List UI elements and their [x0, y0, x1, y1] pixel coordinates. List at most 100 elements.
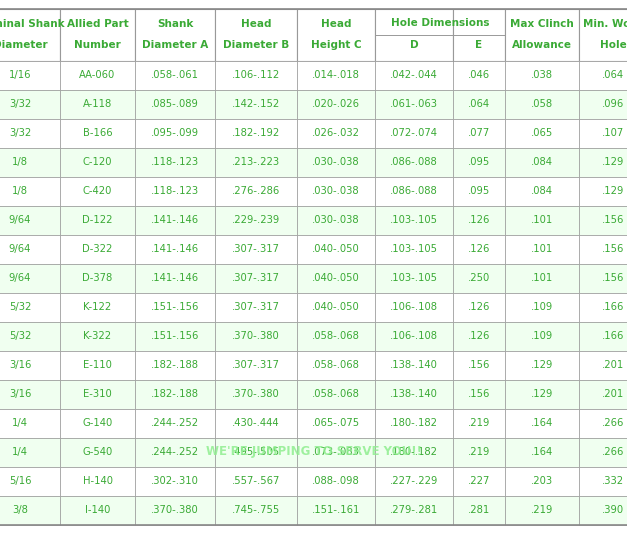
- Text: .065: .065: [531, 128, 553, 138]
- Text: WE'RE JUMPING TO SERVE YOU!!: WE'RE JUMPING TO SERVE YOU!!: [206, 446, 421, 458]
- Bar: [453, 206, 505, 235]
- Text: .142-.152: .142-.152: [232, 99, 280, 109]
- Text: .219: .219: [468, 447, 490, 457]
- Text: .106-.108: .106-.108: [390, 331, 438, 341]
- Text: .227-.229: .227-.229: [390, 476, 438, 486]
- Text: .166: .166: [602, 331, 624, 341]
- Text: .065-.075: .065-.075: [312, 418, 360, 428]
- Bar: [60, 321, 135, 351]
- Text: .072-.074: .072-.074: [390, 128, 438, 138]
- Text: E-310: E-310: [83, 389, 112, 399]
- Text: .307-.317: .307-.317: [232, 302, 280, 312]
- Text: .106-.108: .106-.108: [390, 302, 438, 312]
- Bar: [579, 61, 627, 90]
- Text: H-140: H-140: [83, 476, 112, 486]
- Text: .182-.188: .182-.188: [151, 389, 199, 399]
- Bar: [0, 235, 60, 263]
- Bar: [505, 263, 579, 293]
- Text: .106-.112: .106-.112: [232, 70, 280, 80]
- Text: .203: .203: [531, 476, 553, 486]
- Text: .276-.286: .276-.286: [232, 186, 280, 196]
- Bar: [375, 148, 453, 176]
- Bar: [375, 235, 453, 263]
- Text: .084: .084: [531, 186, 553, 196]
- Text: Hole Dimensions: Hole Dimensions: [391, 18, 489, 28]
- Bar: [453, 321, 505, 351]
- Bar: [0, 148, 60, 176]
- Text: Allowance: Allowance: [512, 40, 572, 50]
- Bar: [60, 293, 135, 321]
- Bar: [215, 408, 297, 438]
- Bar: [135, 235, 215, 263]
- Bar: [215, 438, 297, 466]
- Bar: [0, 438, 60, 466]
- Bar: [375, 176, 453, 206]
- Text: .095: .095: [468, 186, 490, 196]
- Bar: [579, 118, 627, 148]
- Bar: [505, 148, 579, 176]
- Text: Max Clinch: Max Clinch: [510, 19, 574, 29]
- Text: .156: .156: [602, 244, 624, 254]
- Text: .126: .126: [468, 302, 490, 312]
- Text: .103-.105: .103-.105: [390, 215, 438, 225]
- Bar: [297, 235, 375, 263]
- Bar: [60, 148, 135, 176]
- Bar: [60, 118, 135, 148]
- Bar: [215, 9, 297, 61]
- Bar: [135, 321, 215, 351]
- Bar: [135, 408, 215, 438]
- Bar: [60, 263, 135, 293]
- Text: E-110: E-110: [83, 360, 112, 370]
- Text: .096: .096: [602, 99, 624, 109]
- Text: .281: .281: [468, 505, 490, 515]
- Bar: [135, 61, 215, 90]
- Bar: [579, 176, 627, 206]
- Bar: [60, 496, 135, 524]
- Bar: [453, 351, 505, 379]
- Bar: [135, 438, 215, 466]
- Bar: [0, 118, 60, 148]
- Text: 9/64: 9/64: [9, 244, 31, 254]
- Bar: [579, 438, 627, 466]
- Text: .201: .201: [602, 360, 624, 370]
- Text: D-322: D-322: [82, 244, 113, 254]
- Text: B-166: B-166: [83, 128, 112, 138]
- Bar: [297, 293, 375, 321]
- Text: .370-.380: .370-.380: [151, 505, 199, 515]
- Bar: [375, 206, 453, 235]
- Bar: [215, 263, 297, 293]
- Text: .229-.239: .229-.239: [232, 215, 280, 225]
- Bar: [135, 496, 215, 524]
- Text: .164: .164: [531, 418, 553, 428]
- Text: 3/16: 3/16: [9, 360, 31, 370]
- Text: C-420: C-420: [83, 186, 112, 196]
- Text: .064: .064: [602, 70, 624, 80]
- Text: .042-.044: .042-.044: [390, 70, 438, 80]
- Bar: [0, 496, 60, 524]
- Bar: [60, 351, 135, 379]
- Bar: [505, 61, 579, 90]
- Bar: [579, 379, 627, 408]
- Bar: [453, 379, 505, 408]
- Bar: [215, 321, 297, 351]
- Bar: [505, 379, 579, 408]
- Text: Min. Work: Min. Work: [583, 19, 627, 29]
- Text: .058-.068: .058-.068: [312, 360, 360, 370]
- Bar: [0, 321, 60, 351]
- Bar: [375, 263, 453, 293]
- Text: K-322: K-322: [83, 331, 112, 341]
- Bar: [60, 379, 135, 408]
- Text: 3/32: 3/32: [9, 99, 31, 109]
- Bar: [297, 176, 375, 206]
- Text: Head: Head: [321, 19, 351, 29]
- Bar: [375, 293, 453, 321]
- Text: .250: .250: [468, 273, 490, 283]
- Bar: [0, 351, 60, 379]
- Text: D-378: D-378: [82, 273, 113, 283]
- Bar: [579, 408, 627, 438]
- Bar: [453, 9, 505, 61]
- Text: .180-.182: .180-.182: [390, 418, 438, 428]
- Text: .086-.088: .086-.088: [390, 157, 438, 167]
- Bar: [0, 466, 60, 496]
- Bar: [135, 9, 215, 61]
